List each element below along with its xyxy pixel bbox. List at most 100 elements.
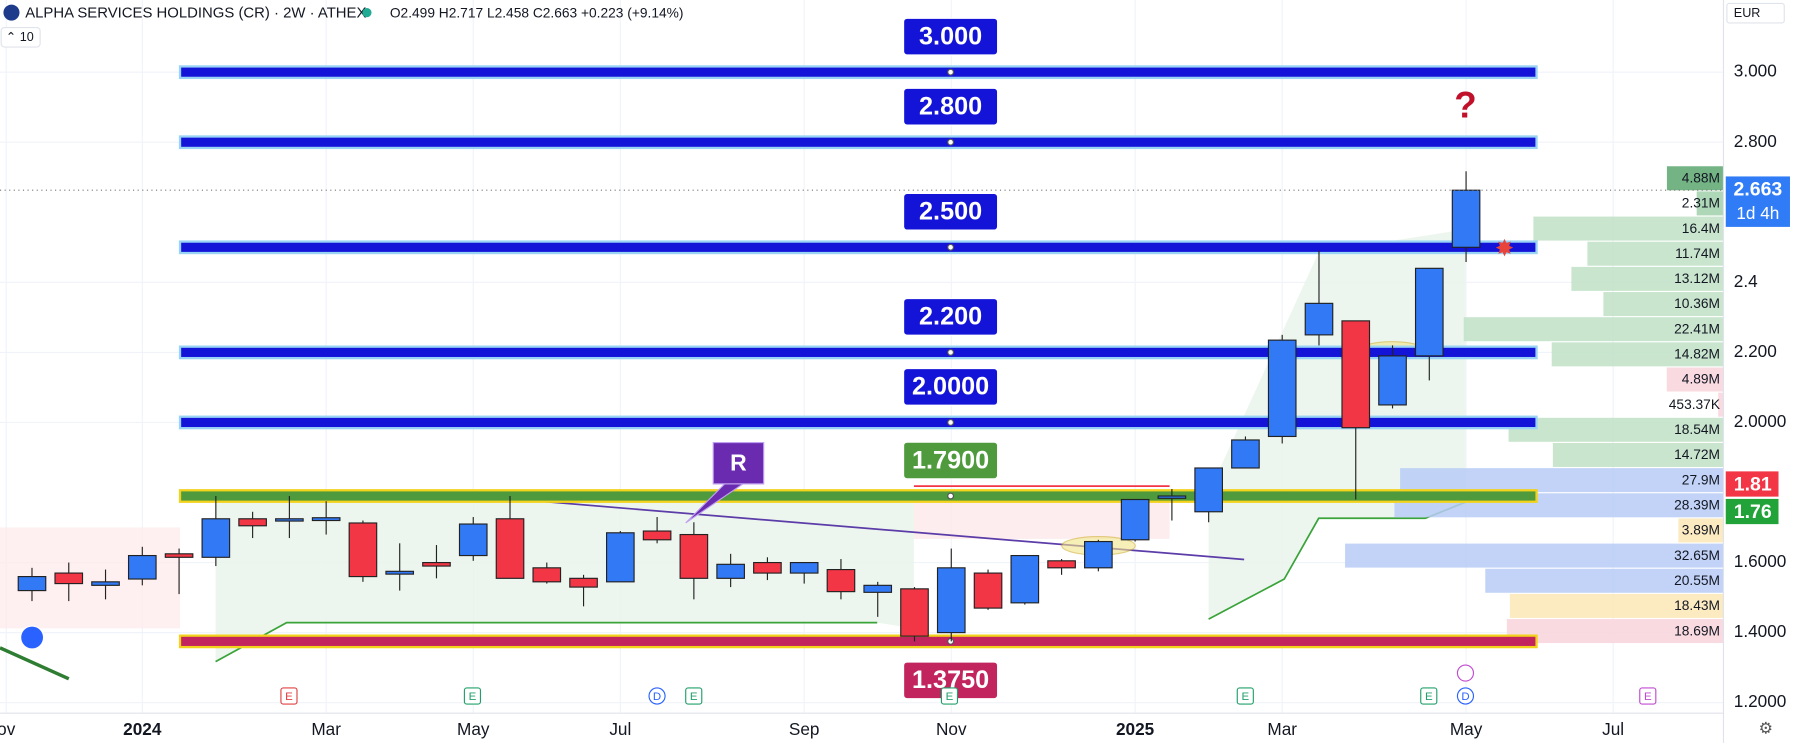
- volume-label: 22.41M: [1674, 321, 1720, 336]
- candle-body: [863, 584, 893, 593]
- candle-body: [716, 563, 745, 579]
- event-label: D: [653, 691, 661, 703]
- candle-body: [127, 554, 157, 580]
- volume-bar: [1485, 568, 1724, 593]
- callout: [685, 442, 765, 524]
- candle-body: [1414, 267, 1444, 357]
- candle-body: [1378, 355, 1407, 406]
- level-label-box: [903, 192, 999, 231]
- candles: [17, 171, 1481, 642]
- volume-label: 18.43M: [1674, 598, 1720, 613]
- settings-icon[interactable]: ⚙: [1759, 719, 1773, 737]
- x-tick-label: Mar: [311, 719, 341, 739]
- volume-label: 27.9M: [1682, 472, 1720, 487]
- candle-body: [605, 532, 635, 583]
- candle-body: [1304, 302, 1334, 336]
- candle-body: [1010, 554, 1040, 604]
- event-marker: [20, 625, 45, 650]
- level-label: 1.7900: [912, 446, 989, 474]
- level-line: [178, 135, 1538, 150]
- event-marker: [1639, 687, 1657, 705]
- x-tick-label: Mar: [1267, 719, 1297, 739]
- status-dot: [362, 8, 372, 18]
- event-label: E: [1644, 691, 1652, 703]
- volume-bar: [1696, 191, 1724, 216]
- candle-body: [1047, 560, 1076, 569]
- volume-bar: [1603, 292, 1724, 317]
- candle-body: [311, 517, 341, 522]
- candle-body: [1157, 495, 1187, 499]
- volume-bar: [1666, 166, 1724, 191]
- y-tick-label: 2.0000: [1734, 411, 1787, 431]
- candle-body: [753, 561, 782, 574]
- volume-label: 453.37K: [1669, 397, 1721, 412]
- volume-bar: [1509, 593, 1724, 618]
- level-label: 2.0000: [912, 373, 989, 401]
- level-line: [178, 65, 1538, 80]
- level-label: 2.800: [919, 92, 982, 120]
- event-label: E: [1425, 691, 1433, 703]
- x-tick-label: ov: [0, 719, 16, 739]
- level-anchor: [947, 492, 955, 500]
- candle-body: [1194, 467, 1224, 513]
- ohlc: O2.499 H2.717 L2.458 C2.663 +0.223 (+9.1…: [390, 5, 684, 20]
- candle-body: [422, 561, 451, 567]
- candle-body: [54, 572, 84, 585]
- y-tick-label: 2.800: [1734, 131, 1777, 151]
- volume-label: 32.65M: [1674, 548, 1720, 563]
- shade: [0, 527, 181, 629]
- indicator[interactable]: ⌃ 10: [6, 30, 34, 44]
- volume-label: 4.88M: [1682, 170, 1720, 185]
- candle-body: [1120, 498, 1150, 541]
- volume-profile: 4.88M 2.31M 16.4M 11.74M 13.12M 10.36M 22.41M 1…: [1345, 166, 1724, 644]
- volume-label: 14.82M: [1674, 347, 1720, 362]
- x-tick-label: May: [457, 719, 490, 739]
- trend-line: [215, 621, 878, 663]
- indicator-box[interactable]: [0, 26, 41, 48]
- y-tick-label: 1.4000: [1734, 621, 1787, 641]
- volume-label: 28.39M: [1674, 497, 1720, 512]
- price-tag-box: [1725, 498, 1779, 525]
- currency[interactable]: EUR: [1734, 6, 1761, 20]
- volume-label: 18.69M: [1674, 623, 1720, 638]
- candle-body: [164, 553, 194, 558]
- overlay: 2.663 1d 4h 1.81 1.76 R? ✸ E E D E E E E D E: [0, 84, 1790, 705]
- event-label: D: [1461, 691, 1469, 703]
- volume-label: 20.55M: [1674, 573, 1720, 588]
- volume-bar: [1571, 266, 1724, 291]
- volume-label: 3.89M: [1682, 523, 1720, 538]
- volume-bar: [1666, 367, 1724, 392]
- event-marker: [1236, 687, 1254, 705]
- event-label: E: [1241, 691, 1249, 703]
- candle-body: [679, 533, 709, 579]
- annotation: ?: [1454, 84, 1476, 125]
- currency-box[interactable]: [1726, 2, 1785, 24]
- candle-body: [826, 568, 856, 593]
- volume-label: 11.74M: [1675, 246, 1720, 261]
- x-tick-label: Nov: [936, 719, 967, 739]
- annotation: R: [730, 449, 747, 475]
- level-label-box: [903, 441, 999, 480]
- level-anchor: [947, 419, 955, 426]
- volume-bar: [1508, 417, 1724, 442]
- volume-bar: [1718, 392, 1724, 417]
- price-tag: 2.663: [1733, 178, 1782, 200]
- candle-body: [91, 581, 120, 586]
- symbol: ALPHA SERVICES HOLDINGS (CR) · 2W · ATHE…: [25, 6, 366, 22]
- y-tick-label: 2.4: [1734, 271, 1758, 291]
- x-tick-label: Sep: [789, 719, 820, 739]
- volume-bar: [1533, 216, 1724, 241]
- candle-body: [495, 518, 525, 579]
- candle-body: [1341, 320, 1371, 429]
- volume-label: 18.54M: [1674, 422, 1720, 437]
- event-marker: [280, 687, 298, 705]
- level-line: [178, 634, 1538, 649]
- x-tick-label: Jul: [609, 719, 631, 739]
- x-tick-label: 2025: [1116, 719, 1155, 739]
- price-tag-box: [1725, 176, 1790, 227]
- volume-bar: [1463, 317, 1724, 342]
- candle-body: [1451, 189, 1481, 248]
- price-tag: 1.76: [1734, 501, 1772, 523]
- event-marker: [685, 687, 703, 705]
